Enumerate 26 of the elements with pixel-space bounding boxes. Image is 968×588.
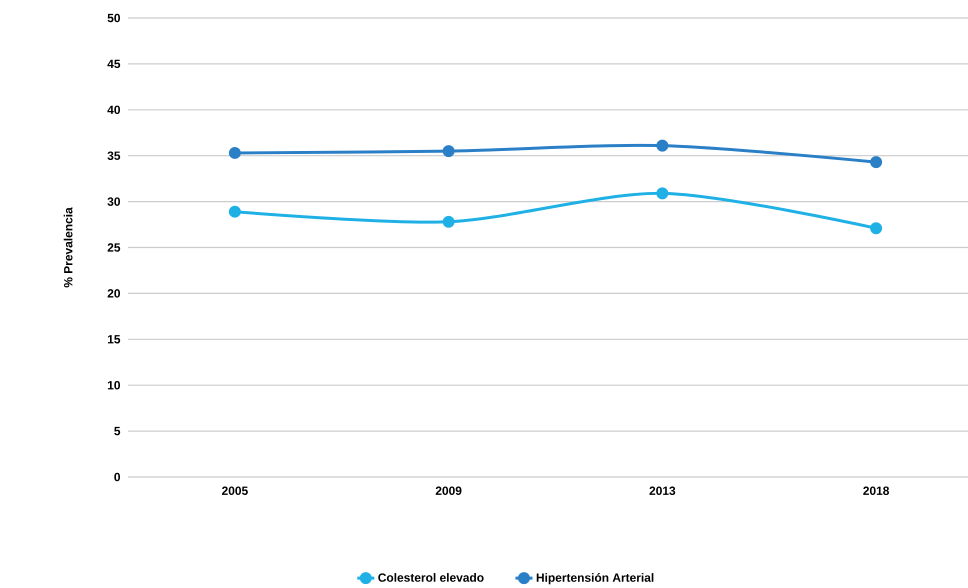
y-tick-label: 35 <box>107 151 120 160</box>
point <box>442 145 455 158</box>
x-tick-label: 2018 <box>863 486 890 495</box>
point <box>870 156 882 168</box>
y-tick-label: 15 <box>108 335 120 344</box>
legend-label: Colesterol elevado <box>378 573 484 582</box>
x-tick-label: 2005 <box>222 486 248 495</box>
y-tick-label: 45 <box>107 60 120 68</box>
point <box>228 146 241 159</box>
y-tick-label: 5 <box>114 426 120 436</box>
point <box>656 140 668 152</box>
y-tick-label: 40 <box>107 106 120 114</box>
y-tick-label: 25 <box>108 243 120 252</box>
x-tick-label: 2009 <box>436 486 462 495</box>
y-tick-label: 30 <box>107 197 120 206</box>
y-tick-label: 0 <box>114 472 120 482</box>
y-tick-label: 10 <box>108 380 120 390</box>
y-axis-title: % Prevalencia <box>64 207 72 288</box>
point <box>228 206 241 218</box>
x-tick-label: 2013 <box>649 486 676 495</box>
y-tick-label: 50 <box>108 14 120 22</box>
point <box>870 222 882 234</box>
point <box>442 216 455 228</box>
y-tick-label: 20 <box>108 289 120 298</box>
point <box>656 187 668 200</box>
legend-label: Hipertensión Arterial <box>536 572 654 584</box>
